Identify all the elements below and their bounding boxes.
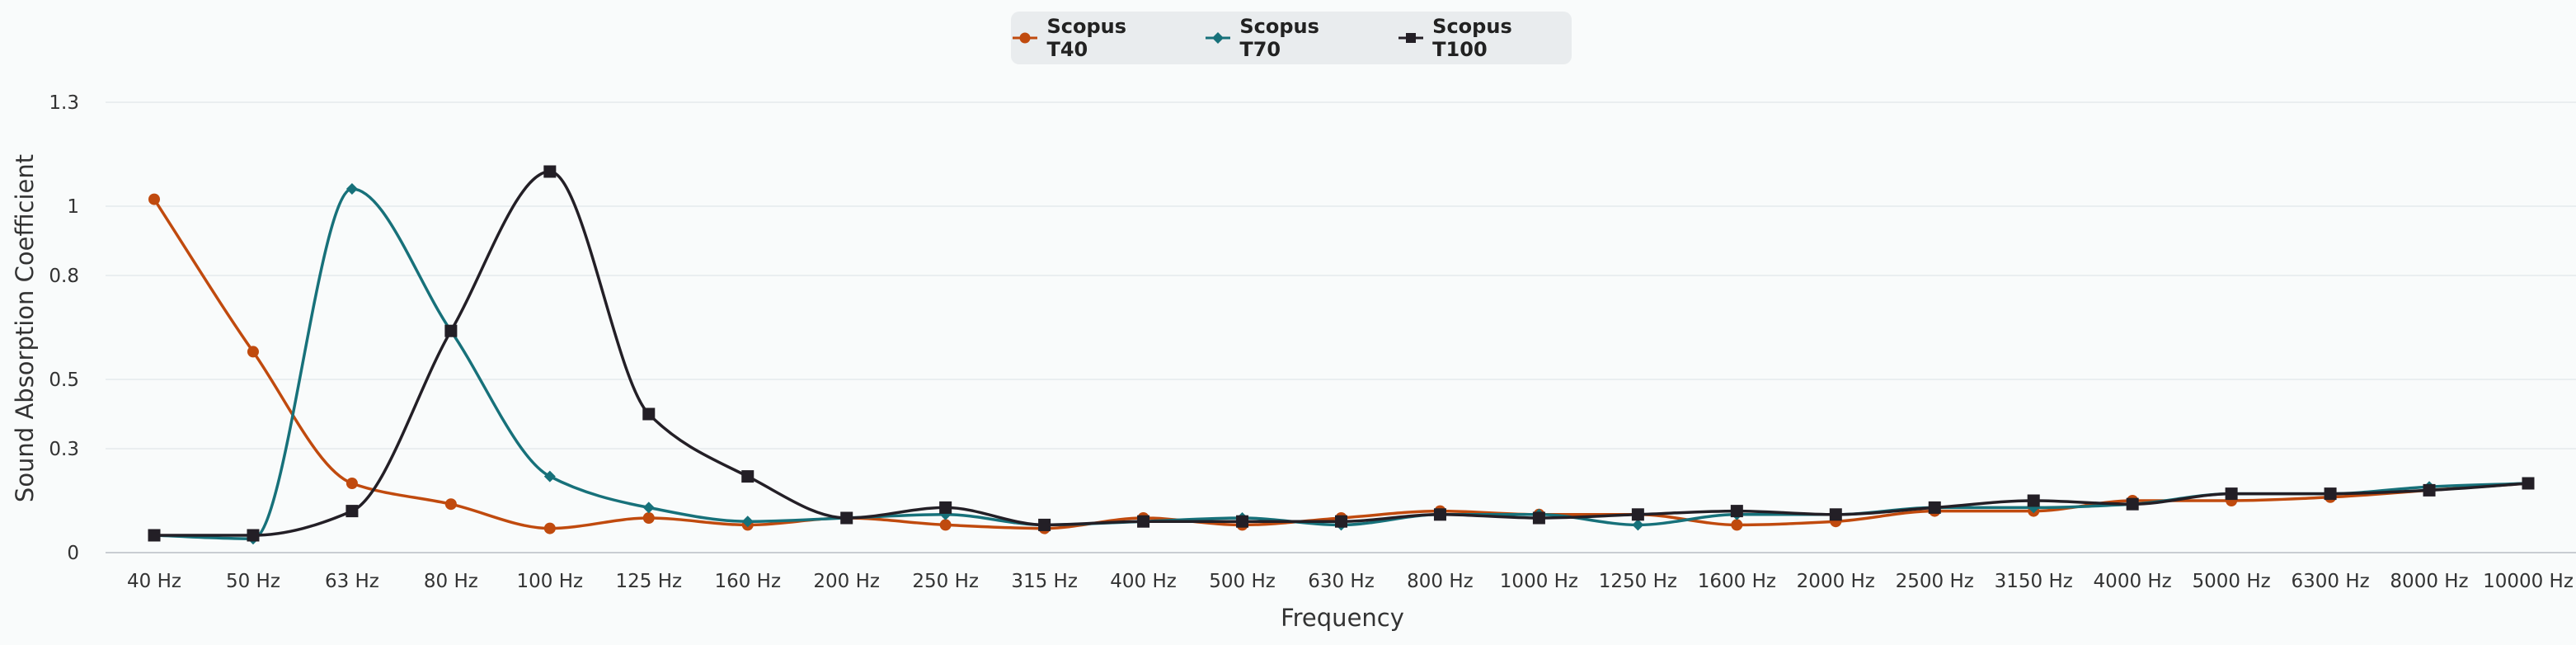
data-point-circle — [444, 498, 457, 511]
series-scopus-t40 — [148, 193, 2534, 534]
legend-label-scopus-t40: Scopus T40 — [1046, 15, 1127, 61]
y-tick-label: 0.8 — [49, 266, 79, 287]
x-tick-label: 3150 Hz — [1995, 571, 2073, 592]
y-tick-label: 1 — [67, 196, 79, 218]
data-point-square — [1829, 508, 1842, 521]
data-point-circle — [939, 519, 952, 531]
data-point-square — [2423, 483, 2436, 497]
x-tick-label: 40 Hz — [127, 571, 181, 592]
x-tick-label: 630 Hz — [1308, 571, 1375, 592]
x-tick-label: 250 Hz — [912, 571, 979, 592]
legend-label-scopus-t70: Scopus T70 — [1239, 15, 1319, 61]
data-point-square — [939, 501, 952, 514]
data-point-square — [2522, 477, 2535, 490]
y-tick-label: 1.3 — [49, 92, 79, 114]
x-axis-ticks: 40 Hz 50 Hz 63 Hz 80 Hz 100 Hz 125 Hz 160 Hz 20… — [127, 571, 2574, 592]
data-point-square — [2027, 494, 2040, 507]
x-tick-label: 1250 Hz — [1599, 571, 1677, 592]
x-tick-label: 63 Hz — [325, 571, 379, 592]
data-point-circle — [346, 478, 358, 489]
legend-item-scopus-t40[interactable]: Scopus T40 — [1011, 15, 1173, 61]
data-point-circle — [148, 193, 160, 205]
legend-diamond-marker-icon — [1205, 32, 1230, 44]
data-point-diamond — [543, 470, 556, 483]
data-point-square — [1730, 505, 1743, 518]
data-point-square — [642, 407, 656, 421]
x-tick-label: 800 Hz — [1407, 571, 1474, 592]
legend-item-scopus-t70[interactable]: Scopus T70 — [1204, 15, 1366, 61]
x-tick-label: 8000 Hz — [2390, 571, 2468, 592]
x-tick-label: 200 Hz — [813, 571, 880, 592]
data-point-square — [543, 165, 557, 178]
x-tick-label: 5000 Hz — [2193, 571, 2271, 592]
x-tick-label: 6300 Hz — [2291, 571, 2369, 592]
data-point-square — [247, 529, 260, 542]
x-tick-label: 80 Hz — [424, 571, 478, 592]
data-point-diamond — [346, 183, 358, 195]
series-scopus-t100 — [148, 165, 2535, 542]
data-point-square — [2225, 487, 2238, 501]
data-point-square — [1631, 508, 1644, 521]
data-point-circle — [642, 512, 655, 524]
x-tick-label: 1000 Hz — [1500, 571, 1578, 592]
x-tick-label: 50 Hz — [226, 571, 280, 592]
y-tick-label: 0.5 — [49, 370, 79, 391]
x-tick-label: 315 Hz — [1011, 571, 1078, 592]
y-axis-ticks: 0 0.3 0.5 0.8 1 1.3 — [49, 92, 79, 564]
series-line — [154, 170, 2529, 537]
data-point-square — [1236, 515, 1249, 528]
y-tick-label: 0.3 — [49, 439, 79, 460]
x-tick-label: 125 Hz — [615, 571, 682, 592]
series-line — [153, 198, 2529, 530]
y-axis-title: Sound Absorption Coefficient — [11, 154, 39, 502]
data-point-circle — [543, 522, 556, 534]
data-point-square — [1532, 511, 1545, 525]
data-point-square — [346, 505, 359, 518]
data-point-circle — [247, 346, 259, 358]
data-point-square — [444, 324, 458, 337]
data-point-diamond — [741, 516, 754, 528]
data-point-diamond — [642, 501, 655, 514]
x-tick-label: 10000 Hz — [2483, 571, 2574, 592]
x-tick-label: 100 Hz — [517, 571, 584, 592]
data-point-square — [1928, 501, 1941, 514]
data-point-square — [148, 529, 161, 542]
chart-legend: Scopus T40 Scopus T70 Scopus T100 — [1011, 12, 1572, 64]
x-axis-title: Frequency — [1281, 604, 1404, 632]
data-point-circle — [1731, 519, 1743, 531]
x-tick-label: 160 Hz — [714, 571, 781, 592]
data-point-square — [1335, 515, 1347, 528]
series-line — [153, 187, 2529, 540]
legend-circle-marker-icon — [1013, 32, 1037, 44]
y-tick-label: 0 — [67, 543, 79, 564]
legend-label-scopus-t100: Scopus T100 — [1432, 15, 1512, 61]
data-point-square — [840, 511, 853, 525]
x-tick-label: 4000 Hz — [2094, 571, 2172, 592]
data-point-square — [2126, 497, 2139, 511]
data-point-square — [2324, 487, 2337, 501]
data-point-diamond — [1632, 519, 1644, 531]
x-tick-label: 500 Hz — [1209, 571, 1276, 592]
legend-item-scopus-t100[interactable]: Scopus T100 — [1397, 15, 1572, 61]
legend-square-marker-icon — [1398, 33, 1423, 43]
x-tick-label: 1600 Hz — [1698, 571, 1776, 592]
series-scopus-t70 — [148, 183, 2534, 545]
x-tick-label: 2000 Hz — [1797, 571, 1875, 592]
data-point-square — [741, 470, 754, 483]
grid-lines — [106, 101, 2576, 553]
x-tick-label: 2500 Hz — [1896, 571, 1974, 592]
data-point-square — [1038, 518, 1051, 531]
data-point-square — [1433, 508, 1446, 521]
data-point-square — [1137, 515, 1150, 528]
x-tick-label: 400 Hz — [1110, 571, 1177, 592]
series-layer — [148, 165, 2535, 545]
